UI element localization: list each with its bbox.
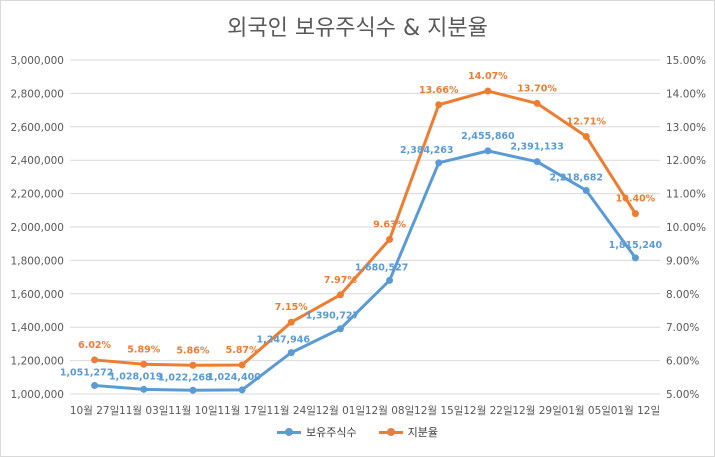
data-point-ratio (287, 318, 295, 326)
y-right-tick-label: 15.00% (666, 55, 706, 67)
data-point-ratio (238, 361, 246, 369)
y-right-tick-label: 12.00% (666, 155, 706, 167)
data-label-ratio: 10.40% (616, 194, 656, 205)
data-label-ratio: 7.15% (275, 302, 308, 313)
y-left-tick-label: 1,400,000 (11, 322, 64, 334)
data-label-shares: 2,218,682 (550, 172, 604, 183)
x-tick-label: 10월 27일 (70, 404, 119, 417)
y-left-tick-label: 1,800,000 (11, 255, 64, 267)
data-label-shares: 1,815,240 (609, 240, 663, 251)
data-label-shares: 2,455,860 (461, 131, 515, 142)
y-left-tick-label: 2,800,000 (11, 88, 64, 100)
x-tick-label: 12월 01일 (316, 404, 365, 417)
data-label-ratio: 5.89% (127, 344, 160, 355)
x-tick-label: 01월 05일 (562, 404, 611, 417)
data-label-shares: 1,247,946 (257, 335, 311, 346)
series-line-ratio (94, 89, 637, 367)
y-left-tick-label: 2,000,000 (11, 222, 64, 234)
data-label-ratio: 13.66% (419, 85, 459, 96)
x-tick-label: 11월 24일 (267, 404, 316, 417)
chart-title: 외국인 보유주식수 & 지분율 (227, 16, 488, 41)
data-point-ratio (140, 360, 148, 368)
chart-legend: 보유주식수 지분율 (0, 424, 715, 440)
data-point-ratio (386, 235, 394, 243)
legend-swatch-shares (277, 428, 301, 436)
data-point-shares (287, 349, 295, 357)
x-tick-label: 12월 22일 (463, 404, 512, 417)
legend-label-shares: 보유주식수 (306, 426, 357, 439)
x-tick-label: 11월 03일 (119, 404, 168, 417)
legend-item-shares: 보유주식수 (277, 424, 357, 440)
legend-item-ratio: 지분율 (378, 424, 438, 440)
y-right-tick-label: 6.00% (666, 356, 699, 368)
data-point-ratio (582, 132, 590, 140)
x-tick-label: 11월 17일 (217, 404, 266, 417)
data-label-ratio: 6.02% (78, 340, 111, 351)
y-left-tick-label: 2,600,000 (11, 122, 64, 134)
data-point-ratio (336, 291, 344, 299)
y-left-tick-label: 2,400,000 (11, 155, 64, 167)
x-tick-label: 12월 08일 (365, 404, 414, 417)
data-label-shares: 1,051,272 (60, 367, 114, 378)
data-point-shares (582, 186, 590, 194)
data-label-ratio: 7.97% (324, 275, 357, 286)
data-label-shares: 2,384,263 (400, 145, 454, 156)
data-label-ratio: 14.07% (468, 71, 508, 82)
data-point-ratio (91, 356, 99, 364)
data-point-ratio (435, 101, 443, 109)
data-label-shares: 1,028,019 (109, 371, 163, 382)
x-tick-label: 01월 12일 (611, 404, 660, 417)
data-point-shares (336, 325, 344, 333)
data-point-ratio (631, 210, 639, 218)
data-point-ratio (189, 361, 197, 369)
data-label-ratio: 13.70% (517, 83, 557, 94)
y-right-tick-label: 14.00% (666, 88, 706, 100)
data-label-shares: 1,390,727 (306, 311, 360, 322)
data-point-ratio (533, 99, 541, 107)
x-tick-label: 11월 10일 (168, 404, 217, 417)
x-tick-label: 12월 15일 (414, 404, 463, 417)
legend-swatch-ratio (378, 428, 403, 436)
data-label-shares: 1,680,527 (355, 262, 409, 273)
data-label-shares: 1,022,268 (158, 372, 212, 383)
y-right-tick-label: 10.00% (666, 222, 706, 234)
data-point-shares (189, 386, 197, 394)
y-left-tick-label: 2,200,000 (11, 189, 64, 201)
data-label-ratio: 9.63% (373, 219, 406, 230)
data-point-shares (91, 381, 99, 389)
data-point-shares (140, 385, 148, 393)
y-left-tick-label: 1,000,000 (11, 389, 64, 401)
data-point-shares (435, 159, 443, 167)
series-line-shares (94, 149, 637, 392)
data-point-shares (386, 276, 394, 284)
y-right-tick-label: 13.00% (666, 122, 706, 134)
data-label-ratio: 5.86% (176, 345, 209, 356)
data-point-shares (533, 158, 541, 166)
y-left-tick-label: 1,600,000 (11, 289, 64, 301)
legend-label-ratio: 지분율 (407, 426, 438, 439)
x-tick-label: 12월 29일 (512, 404, 561, 417)
y-left-tick-label: 1,200,000 (11, 356, 64, 368)
y-right-tick-label: 5.00% (666, 389, 699, 401)
data-point-shares (631, 254, 639, 262)
y-right-tick-label: 9.00% (666, 255, 699, 267)
data-label-ratio: 12.71% (566, 116, 606, 127)
data-label-shares: 2,391,133 (510, 142, 564, 153)
data-label-ratio: 5.87% (226, 345, 259, 356)
y-right-tick-label: 11.00% (666, 189, 706, 201)
y-left-tick-label: 3,000,000 (11, 55, 64, 67)
data-point-ratio (484, 87, 492, 95)
y-right-tick-label: 8.00% (666, 289, 699, 301)
data-label-shares: 1,024,400 (207, 372, 261, 383)
y-right-tick-label: 7.00% (666, 322, 699, 334)
data-point-shares (238, 386, 246, 394)
data-point-shares (484, 147, 492, 155)
